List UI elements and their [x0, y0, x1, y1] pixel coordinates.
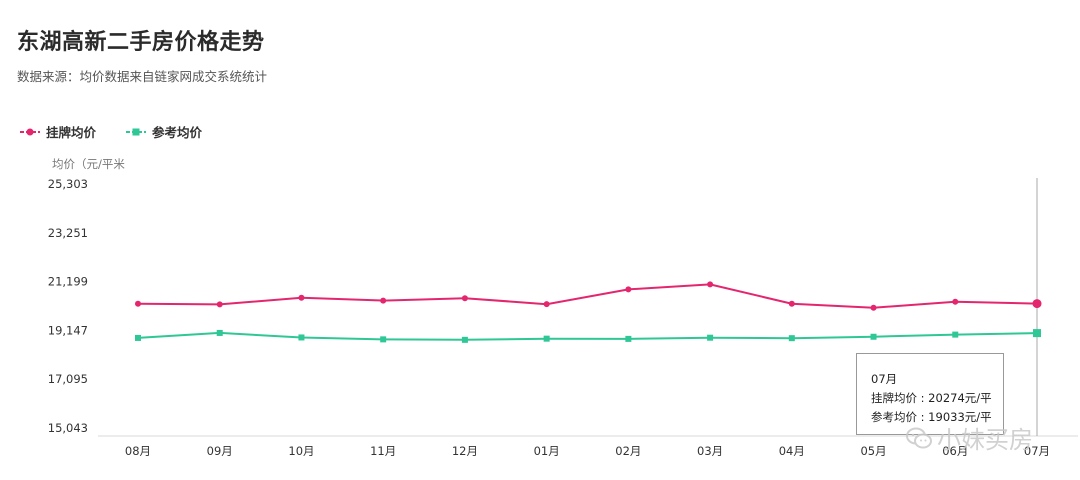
x-tick-label: 12月 [452, 444, 478, 458]
y-tick-label: 19,147 [48, 323, 88, 337]
legend-label-reference-price: 参考均价 [152, 125, 203, 140]
chart-tooltip: 07月 挂牌均价 : 20274元/平 参考均价 : 19033元/平 [856, 353, 1004, 435]
tooltip-listing-price: 挂牌均价 : 20274元/平 [871, 391, 992, 405]
series-line-1 [137, 331, 1038, 341]
data-point-reference-price [543, 335, 550, 342]
wechat-icon [906, 427, 932, 448]
data-point-listing-price [788, 300, 795, 307]
series-line-0 [137, 283, 1038, 309]
data-point-listing-price [952, 298, 959, 305]
x-tick-label: 03月 [697, 444, 723, 458]
chart-legend: 挂牌均价 参考均价 [20, 122, 202, 141]
x-tick-label: 02月 [615, 444, 641, 458]
data-point-reference-price [707, 334, 714, 341]
data-point-listing-price [625, 286, 632, 293]
data-source-note: 数据来源：均价数据来自链家网成交系统统计 [17, 69, 268, 84]
y-tick-label: 17,095 [48, 372, 88, 386]
tooltip-reference-price: 参考均价 : 19033元/平 [871, 410, 992, 424]
legend-item-listing-price[interactable]: 挂牌均价 [20, 122, 96, 141]
data-point-listing-price [298, 294, 305, 301]
legend-label-listing-price: 挂牌均价 [46, 125, 97, 140]
y-axis-title: 均价（元/平米 [52, 157, 125, 171]
legend-circle-marker-icon [20, 128, 40, 135]
x-tick-label: 05月 [860, 444, 886, 458]
data-point-listing-price [380, 297, 387, 304]
x-tick-label: 08月 [125, 444, 151, 458]
watermark-text: 小妹买房 [937, 426, 1033, 454]
data-point-reference-price [788, 335, 795, 342]
data-point-listing-price [543, 301, 550, 308]
x-tick-label: 07月 [1024, 444, 1050, 458]
legend-square-marker-icon [126, 128, 147, 135]
data-point-listing-price [707, 281, 714, 288]
data-point-reference-price [952, 331, 959, 338]
x-tick-label: 06月 [942, 444, 968, 458]
x-tick-label: 01月 [534, 444, 560, 458]
y-tick-label: 23,251 [48, 226, 88, 240]
x-tick-label: 11月 [370, 444, 396, 458]
data-point-reference-price [1033, 329, 1041, 338]
data-point-reference-price [298, 334, 305, 341]
data-point-reference-price [625, 335, 632, 342]
y-tick-label: 25,303 [48, 177, 88, 191]
data-point-listing-price [1032, 299, 1042, 309]
data-point-reference-price [380, 336, 387, 343]
y-tick-label: 21,199 [48, 275, 88, 289]
x-tick-label: 10月 [288, 444, 314, 458]
data-point-reference-price [216, 329, 223, 336]
data-point-listing-price [216, 301, 223, 308]
y-tick-label: 15,043 [48, 421, 88, 435]
watermark: 小妹买房 [905, 420, 1033, 455]
page-title: 东湖高新二手房价格走势 [17, 30, 265, 55]
legend-item-reference-price[interactable]: 参考均价 [126, 122, 202, 141]
data-point-reference-price [461, 336, 468, 343]
data-point-reference-price [870, 333, 877, 340]
data-point-reference-price [135, 334, 141, 341]
data-point-listing-price [135, 300, 141, 307]
x-tick-label: 09月 [207, 444, 233, 458]
x-tick-label: 04月 [779, 444, 805, 458]
tooltip-month: 07月 [871, 372, 898, 386]
data-point-listing-price [461, 295, 468, 302]
data-point-listing-price [870, 304, 877, 311]
